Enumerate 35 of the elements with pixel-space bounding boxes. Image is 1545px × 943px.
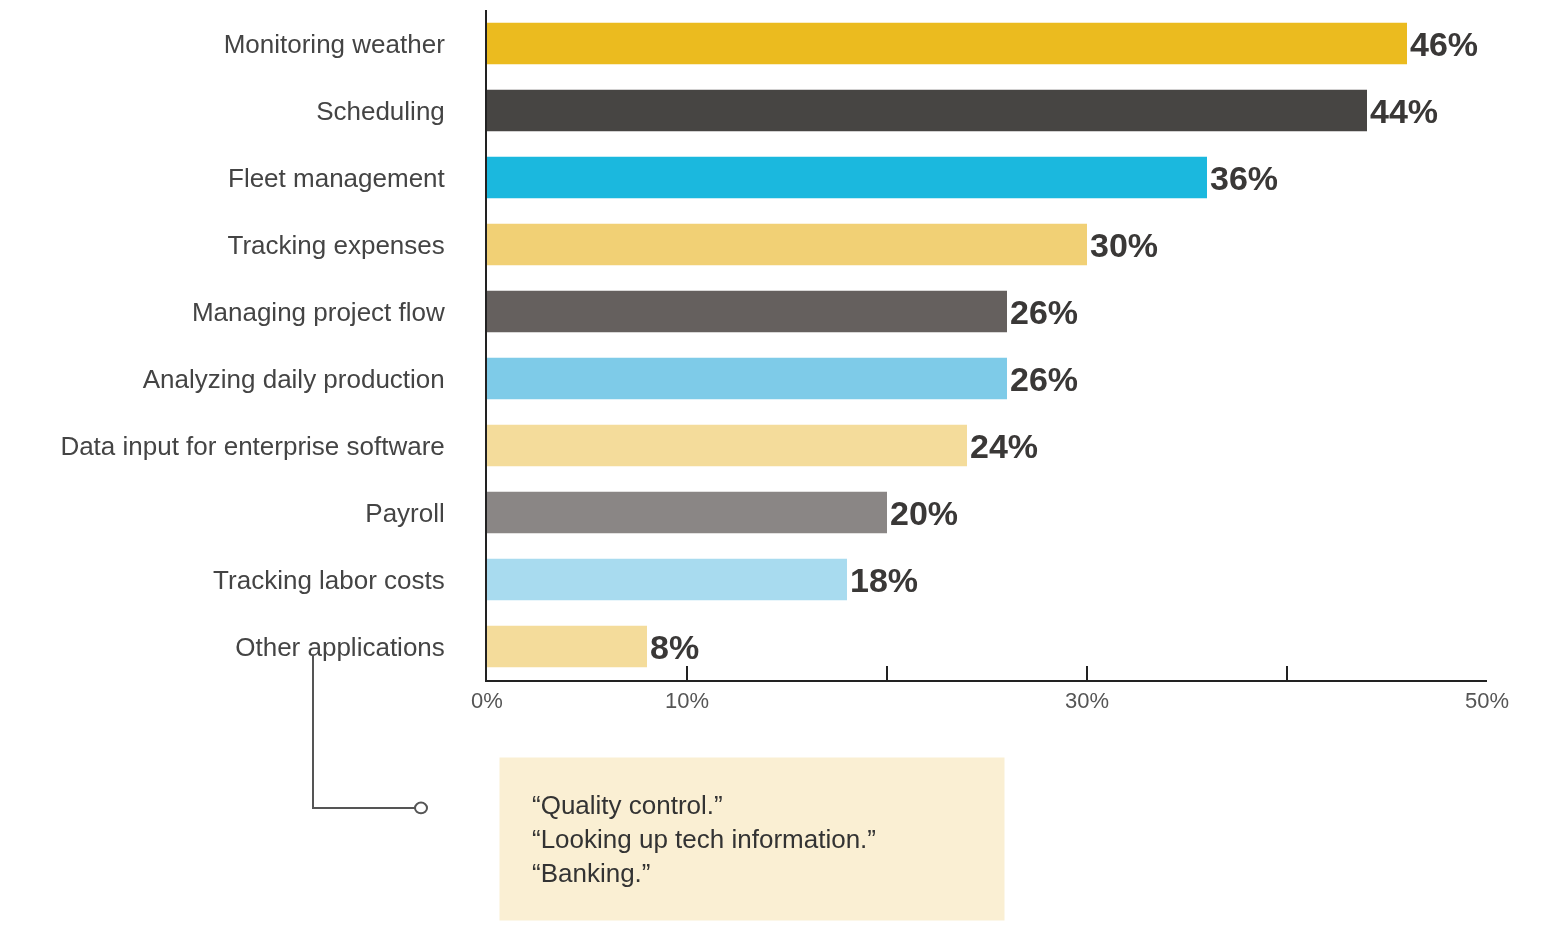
bar	[487, 290, 1007, 333]
data-label: 24%	[970, 426, 1039, 465]
y-tick-label: Tracking expenses	[227, 229, 445, 260]
bar	[487, 558, 847, 601]
x-tick-label: 50%	[1464, 688, 1510, 714]
y-tick-label: Tracking labor costs	[213, 564, 445, 595]
y-tick-label: Monitoring weather	[223, 28, 446, 59]
bar	[487, 89, 1367, 132]
data-label: 18%	[850, 560, 919, 599]
y-tick-label: Payroll	[365, 497, 445, 528]
y-tick-label: Other applications	[235, 631, 445, 662]
y-tick-label: Analyzing daily production	[142, 363, 445, 394]
text: “Quality control.” “Looking up tech information.” “Banking.”	[532, 790, 876, 888]
data-label: 20%	[890, 493, 959, 532]
bar	[487, 491, 887, 534]
y-tick-label: Scheduling	[316, 95, 445, 126]
data-label: 46%	[1410, 24, 1479, 63]
data-label: 26%	[1010, 292, 1079, 331]
data-label: 44%	[1370, 91, 1439, 130]
bar	[487, 156, 1207, 199]
bar	[487, 22, 1407, 65]
data-label: 8%	[650, 627, 700, 666]
bar	[487, 625, 647, 668]
x-tick-label: 30%	[1064, 688, 1110, 714]
data-label: 36%	[1210, 158, 1279, 197]
x-tick-label: 10%	[664, 688, 710, 714]
x-tick-label: 0%	[471, 688, 503, 714]
y-tick-label: Fleet management	[228, 162, 446, 193]
bar	[487, 357, 1007, 400]
bar	[487, 223, 1087, 266]
data-label: 30%	[1090, 225, 1159, 264]
y-tick-label: Managing project flow	[191, 296, 446, 327]
y-tick-label: Data input for enterprise software	[60, 430, 445, 461]
data-label: 26%	[1010, 359, 1079, 398]
bar	[487, 424, 967, 467]
